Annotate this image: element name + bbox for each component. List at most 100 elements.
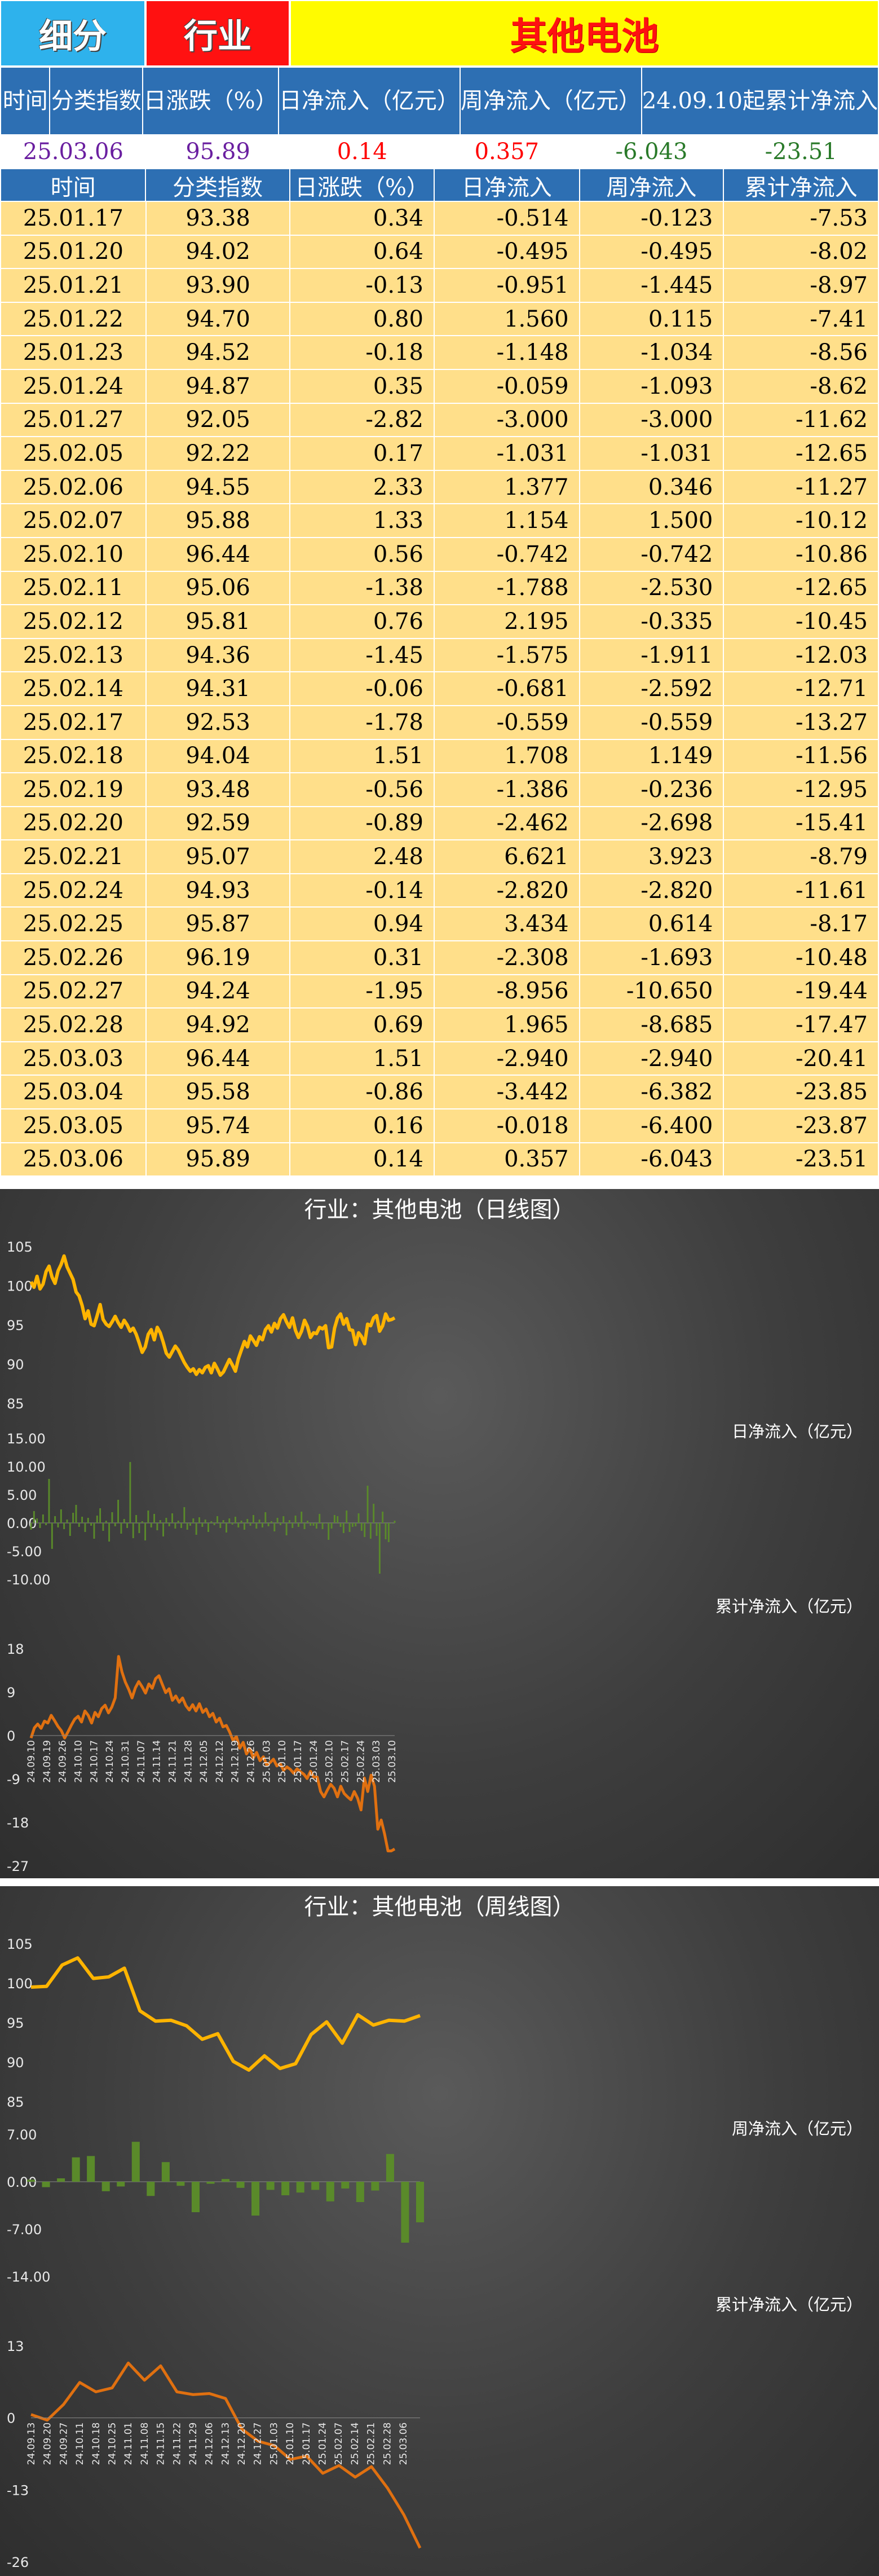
table-cell: 25.01.27 [0,402,147,438]
table-cell: 25.02.20 [0,805,147,841]
x-tick-label: 24.09.26 [58,1740,69,1783]
flow-bar [39,1523,41,1528]
flow-bar [326,2182,334,2201]
table-cell: -8.79 [723,839,879,874]
table-cell: -0.559 [578,704,725,740]
table-cell: 1.500 [578,503,725,538]
flow-bar [171,1513,173,1523]
table-cell: 25.01.21 [0,268,147,303]
table-cell: 94.52 [145,335,291,370]
current-cum-flow: -23.51 [723,134,879,169]
table-cell: 25.01.22 [0,301,147,337]
flow-bar [364,1523,366,1537]
flow-bar [356,2182,364,2202]
table-row: 25.02.17 92.53 -1.78 -0.559 -0.559 -13.27 [0,704,879,740]
table-cell: -8.685 [578,1007,725,1042]
divider [0,1878,879,1886]
subheader-row: 时间 分类指数 日涨跌（%） 日净流入 周净流入 累计净流入 [0,168,879,203]
flow-bar [165,1518,167,1523]
flow-bar [87,1518,89,1523]
x-tick-label: 24.10.25 [107,2423,118,2465]
table-cell: 25.02.06 [0,469,147,505]
x-tick-label: 24.09.19 [42,1740,53,1783]
table-cell: -2.820 [433,873,580,908]
flow-bar [60,1509,62,1523]
flow-bar [219,1523,222,1528]
table-cell: 95.74 [145,1108,291,1143]
flow-bar [69,1523,71,1536]
table-row: 25.02.12 95.81 0.76 2.195 -0.335 -10.45 [0,604,879,639]
column-header: 时间 [0,67,51,135]
flow-bar [36,1518,38,1523]
flow-bar [117,2182,125,2187]
table-cell: -12.65 [723,436,879,471]
x-tick-label: 24.11.15 [156,2423,167,2465]
table-cell: -10.12 [723,503,879,538]
x-tick-label: 25.01.03 [261,1740,272,1783]
table-cell: 0.69 [289,1007,435,1042]
table-cell: 1.560 [433,301,580,337]
flow-bar [321,1523,324,1529]
flow-bar [357,1513,360,1523]
y-tick-label: 85 [7,1396,24,1412]
flow-bar [42,1514,44,1523]
cum-flow-line [29,1655,396,1852]
y-tick-label: 105 [7,1936,33,1952]
table-cell: 25.02.28 [0,1007,147,1042]
table-cell: 3.434 [433,906,580,942]
current-daily-flow: 0.357 [434,134,580,169]
flow-bar [315,1523,317,1529]
table-cell: 1.149 [578,738,725,774]
y-tick-label: -27 [7,1859,29,1874]
x-tick-label: 24.12.19 [230,1740,241,1783]
table-row: 25.02.07 95.88 1.33 1.154 1.500 -10.12 [0,503,879,538]
y-tick-label: 10.00 [7,1459,46,1475]
flow-bar [63,1523,65,1529]
column-header: 24.09.10起累计净流入 [641,67,879,135]
table-row: 25.02.10 96.44 0.56 -0.742 -0.742 -10.86 [0,536,879,572]
table-cell: 92.53 [145,704,291,740]
table-cell: 0.76 [289,604,435,639]
chart-svg: 行业：其他电池（日线图）10510095908515.0010.005.000.… [7,1197,863,1874]
table-subheader: 时间 分类指数 日涨跌（%） 日净流入 周净流入 累计净流入 [0,168,879,203]
header-row: 时间 分类指数 日涨跌（%） 日净流入（亿元） 周净流入（亿元） 24.09.10起累计净… [0,67,879,135]
table-cell: 95.58 [145,1075,291,1110]
flow-bar [282,1516,285,1523]
table-cell: -20.41 [723,1041,879,1076]
flow-bar [153,1514,156,1523]
table-cell: -11.56 [723,738,879,774]
table-cell: 94.24 [145,974,291,1009]
table-cell: -0.86 [289,1075,435,1110]
flow-bar [312,1523,315,1526]
x-tick-label: 24.11.01 [123,2423,134,2465]
flow-bar [48,1479,50,1523]
x-tick-label: 25.02.24 [355,1740,366,1783]
flow-bar [255,1523,258,1529]
table-cell: -3.442 [433,1075,580,1110]
table-cell: -8.17 [723,906,879,942]
table-cell: 92.05 [145,402,291,438]
table-cell: -6.382 [578,1075,725,1110]
tag-subcategory: 细分 [0,0,145,67]
table-cell: -0.559 [433,704,580,740]
subcolumn-header: 分类指数 [145,168,290,203]
flow-bar [270,1521,272,1523]
flow-bar [161,2162,170,2182]
table-cell: -12.71 [723,671,879,706]
table-cell: 0.31 [289,940,435,975]
table-cell: 92.22 [145,436,291,471]
x-tick-label: 25.03.10 [387,1740,398,1783]
table-row: 25.02.11 95.06 -1.38 -1.788 -2.530 -12.65 [0,570,879,606]
table-cell: 25.03.03 [0,1041,147,1076]
table-cell: 25.02.13 [0,637,147,673]
flow-bar [310,1523,312,1526]
x-tick-label: 24.10.24 [104,1740,116,1783]
table-cell: 0.614 [578,906,725,942]
flow-bar [176,2182,185,2186]
table-cell: -2.698 [578,805,725,841]
table-cell: -2.308 [433,940,580,975]
table-cell: -0.681 [433,671,580,706]
flow-bar [373,1504,375,1523]
table-row: 25.02.20 92.59 -0.89 -2.462 -2.698 -15.41 [0,805,879,841]
table-cell: 25.02.14 [0,671,147,706]
